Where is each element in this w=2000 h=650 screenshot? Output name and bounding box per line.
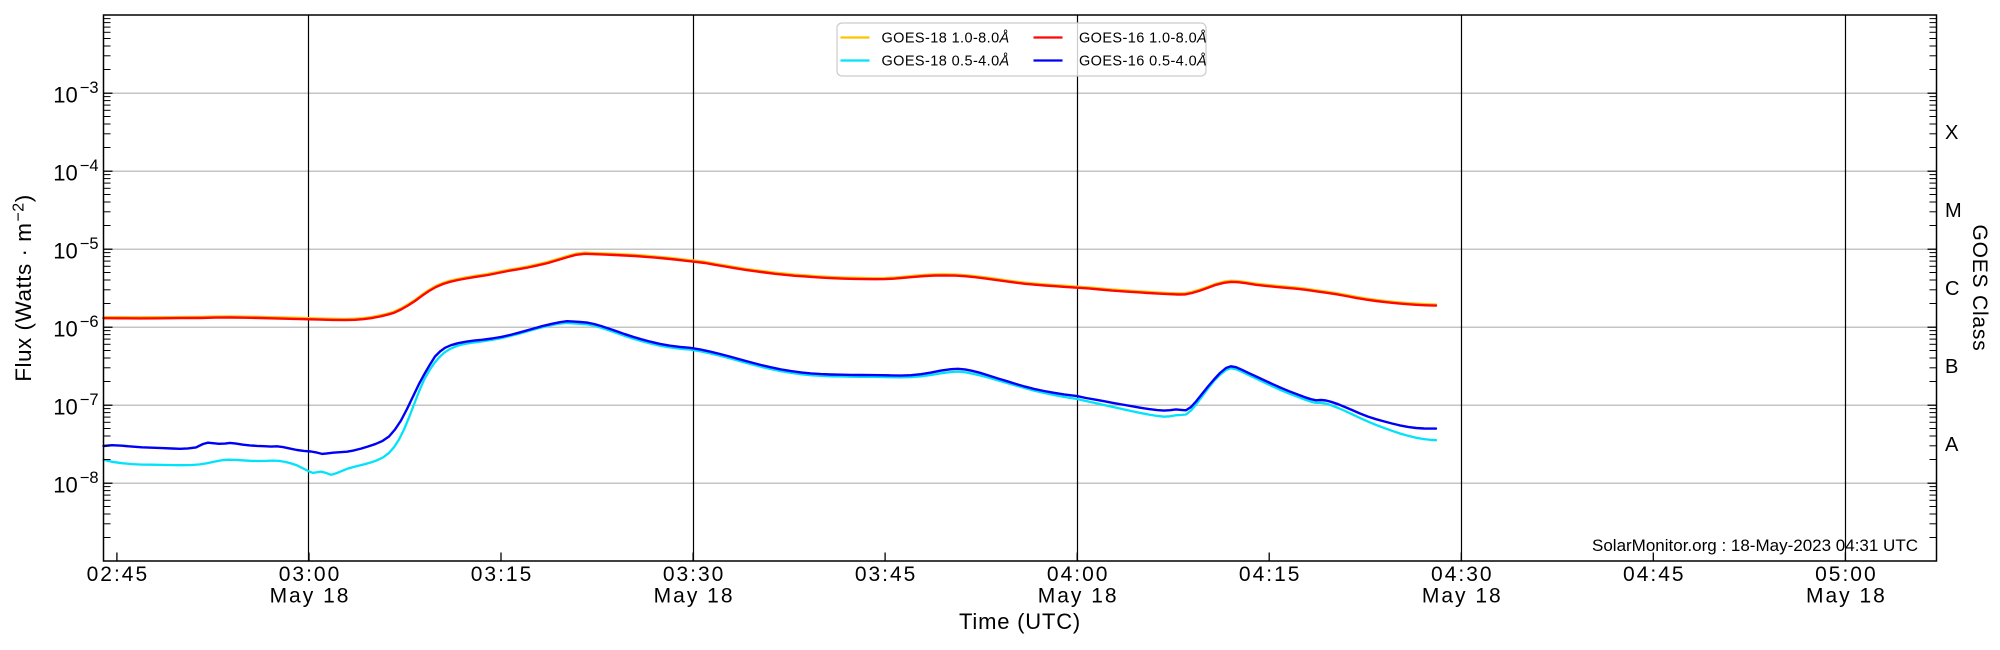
svg-text:04:30: 04:30 — [1431, 563, 1494, 586]
svg-text:03:15: 03:15 — [471, 563, 534, 586]
svg-text:GOES-18 0.5-4.0Å: GOES-18 0.5-4.0Å — [882, 53, 1010, 70]
svg-text:03:30: 03:30 — [663, 563, 726, 586]
svg-text:GOES-18 1.0-8.0Å: GOES-18 1.0-8.0Å — [882, 30, 1010, 47]
svg-text:10−3: 10 −3 — [53, 79, 98, 108]
svg-text:04:00: 04:00 — [1047, 563, 1110, 586]
svg-text:04:15: 04:15 — [1239, 563, 1302, 586]
svg-text:03:00: 03:00 — [279, 563, 342, 586]
svg-text:May 18: May 18 — [270, 585, 351, 608]
svg-text:03:45: 03:45 — [855, 563, 918, 586]
svg-text:May 18: May 18 — [1806, 585, 1887, 608]
svg-text:SolarMonitor.org : 18-May-2023: SolarMonitor.org : 18-May-2023 04:31 UTC — [1592, 536, 1918, 555]
svg-text:Flux (Watts · m−2): Flux (Watts · m−2) — [11, 194, 37, 381]
svg-text:B: B — [1945, 356, 1958, 378]
svg-text:May 18: May 18 — [1038, 585, 1119, 608]
svg-text:May 18: May 18 — [654, 585, 735, 608]
svg-text:M: M — [1945, 200, 1962, 222]
svg-text:GOES Class: GOES Class — [1968, 224, 1991, 351]
svg-text:04:45: 04:45 — [1623, 563, 1686, 586]
svg-text:Time (UTC): Time (UTC) — [959, 609, 1081, 634]
svg-text:02:45: 02:45 — [87, 563, 150, 586]
svg-text:May 18: May 18 — [1422, 585, 1503, 608]
svg-text:C: C — [1945, 278, 1959, 300]
svg-text:X: X — [1945, 122, 1958, 144]
svg-text:05:00: 05:00 — [1815, 563, 1878, 586]
svg-text:GOES-16 0.5-4.0Å: GOES-16 0.5-4.0Å — [1079, 53, 1207, 70]
svg-text:A: A — [1945, 434, 1959, 456]
svg-text:GOES-16 1.0-8.0Å: GOES-16 1.0-8.0Å — [1079, 30, 1207, 47]
